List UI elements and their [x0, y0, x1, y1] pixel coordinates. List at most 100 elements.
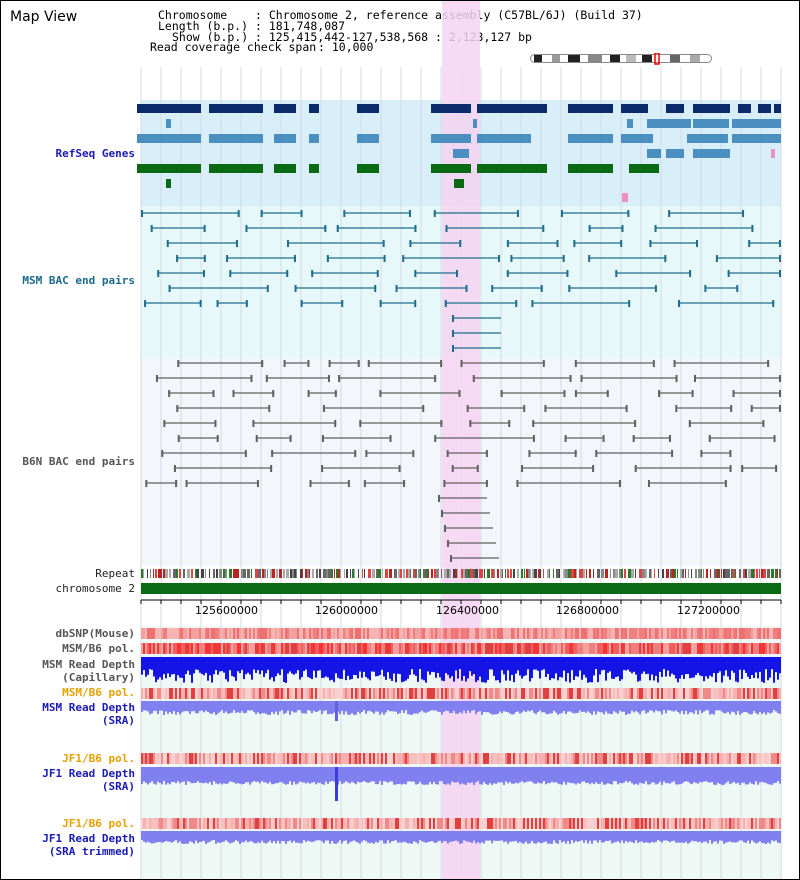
snp-cell	[255, 628, 257, 639]
depth-bar-jf1-trimmed	[263, 831, 265, 843]
pol-cell	[361, 818, 363, 829]
depth-bar-jf1-sra	[505, 767, 507, 782]
depth-bar-jf1-trimmed	[531, 831, 533, 841]
pol-cell	[295, 818, 297, 829]
depth-bar-msm-sra	[225, 701, 227, 712]
label-msm-bac[interactable]: MSM BAC end pairs	[22, 274, 135, 287]
pol-cell	[359, 643, 361, 654]
snp-cell	[661, 628, 663, 639]
pol-cell	[597, 643, 599, 654]
pol-cell	[663, 818, 665, 829]
pol-cell	[319, 643, 321, 654]
label-jf1-b6-pol-2[interactable]: JF1/B6 pol.	[62, 817, 135, 830]
depth-bar-capillary	[515, 657, 517, 674]
pol-cell	[367, 643, 369, 654]
pol-cell	[381, 643, 383, 654]
msm-bac-pair-end	[772, 300, 775, 307]
snp-cell	[429, 628, 431, 639]
depth-bar-capillary	[197, 657, 199, 670]
depth-bar-jf1-sra	[557, 767, 559, 784]
depth-bar-jf1-trimmed	[341, 831, 343, 844]
depth-bar-msm-sra	[251, 701, 253, 711]
repeat-element	[176, 569, 178, 578]
snp-cell	[653, 628, 655, 639]
label-jf1-b6-pol-1[interactable]: JF1/B6 pol.	[62, 752, 135, 765]
pol-cell	[685, 688, 687, 699]
depth-bar-capillary	[545, 657, 547, 678]
snp-cell	[749, 628, 751, 639]
snp-cell	[393, 628, 395, 639]
snp-cell	[645, 628, 647, 639]
pol-cell	[697, 818, 699, 829]
pol-cell	[709, 753, 711, 764]
label-refseq-genes[interactable]: RefSeq Genes	[55, 147, 135, 160]
depth-spike	[335, 701, 338, 721]
pol-cell	[469, 818, 471, 829]
pol-cell	[191, 688, 193, 699]
pol-cell	[399, 643, 401, 654]
pol-cell	[595, 753, 597, 764]
depth-bar-capillary	[759, 657, 761, 672]
depth-bar-msm-sra	[399, 701, 401, 714]
snp-cell	[433, 628, 435, 639]
b6n-bac-pair-end	[516, 480, 519, 487]
depth-bar-capillary	[169, 657, 171, 678]
depth-bar-capillary	[453, 657, 455, 682]
msm-bac-pair-end	[506, 240, 509, 247]
pol-cell	[683, 753, 685, 764]
depth-bar-capillary	[535, 657, 537, 670]
pol-cell	[217, 818, 219, 829]
depth-bar-jf1-trimmed	[491, 831, 493, 844]
snp-cell	[563, 628, 565, 639]
pol-cell	[591, 643, 593, 654]
pol-cell	[527, 643, 529, 654]
pol-cell	[565, 753, 567, 764]
label-jf1-read-depth-trimmed[interactable]: JF1 Read Depth (SRA trimmed)	[42, 832, 135, 858]
depth-bar-capillary	[543, 657, 545, 670]
depth-bar-msm-sra	[447, 701, 449, 711]
label-msm-read-depth-capillary[interactable]: MSM Read Depth (Capillary)	[42, 658, 135, 684]
pol-cell	[223, 753, 225, 764]
pol-cell	[733, 643, 735, 654]
pol-cell	[679, 688, 681, 699]
label-msm-b6-pol-2[interactable]: MSM/B6 pol.	[62, 686, 135, 699]
pol-cell	[773, 688, 775, 699]
pol-cell	[743, 753, 745, 764]
pol-cell	[141, 643, 143, 654]
refseq-gene	[774, 104, 781, 113]
snp-cell	[423, 628, 425, 639]
depth-bar-capillary	[181, 657, 183, 678]
depth-bar-jf1-sra	[231, 767, 233, 782]
pol-cell	[565, 688, 567, 699]
label-msm-read-depth-sra[interactable]: MSM Read Depth (SRA)	[42, 701, 135, 727]
pol-cell	[393, 753, 395, 764]
depth-bar-jf1-trimmed	[375, 831, 377, 842]
depth-bar-capillary	[235, 657, 237, 681]
label-dbsnp[interactable]: dbSNP(Mouse)	[55, 627, 135, 640]
snp-cell	[339, 628, 341, 639]
pol-cell	[583, 753, 585, 764]
pol-cell	[311, 643, 313, 654]
depth-bar-jf1-sra	[237, 767, 239, 784]
depth-bar-jf1-trimmed	[447, 831, 449, 844]
pol-cell	[541, 753, 543, 764]
repeat-element	[391, 569, 392, 578]
depth-bar-jf1-sra	[299, 767, 301, 782]
depth-bar-capillary	[643, 657, 645, 672]
depth-bar-capillary	[705, 657, 707, 677]
pol-cell	[313, 753, 315, 764]
chromosome-ideogram[interactable]	[530, 53, 714, 65]
label-b6n-bac[interactable]: B6N BAC end pairs	[22, 455, 135, 468]
pol-cell	[431, 753, 433, 764]
pol-cell	[327, 818, 329, 829]
snp-cell	[755, 628, 757, 639]
depth-bar-jf1-sra	[285, 767, 287, 785]
label-msm-b6-pol-1[interactable]: MSM/B6 pol.	[62, 642, 135, 655]
depth-bar-capillary	[437, 657, 439, 674]
label-jf1-read-depth-sra[interactable]: JF1 Read Depth (SRA)	[42, 767, 135, 793]
pol-cell	[673, 818, 675, 829]
depth-bar-capillary	[203, 657, 205, 676]
depth-bar-capillary	[305, 657, 307, 670]
b6n-bac-pair-end	[447, 540, 449, 547]
